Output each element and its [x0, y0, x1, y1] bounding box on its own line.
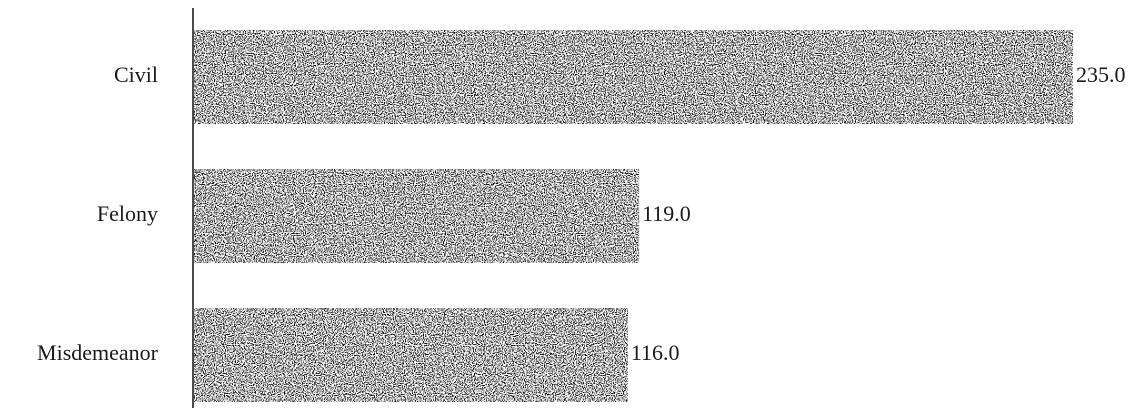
value-label-civil: 235.0 [1076, 62, 1126, 87]
category-label-misdemeanor: Misdemeanor [37, 340, 159, 365]
bar-misdemeanor [194, 308, 628, 402]
bars-layer [194, 30, 1073, 402]
bar-felony [194, 169, 640, 263]
bar-civil [194, 30, 1073, 124]
value-label-felony: 119.0 [642, 201, 691, 226]
labels-layer: Civil 235.0 Felony 119.0 Misdemeanor 116.0 [37, 62, 1125, 365]
value-label-misdemeanor: 116.0 [631, 340, 680, 365]
category-label-civil: Civil [114, 62, 158, 87]
category-label-felony: Felony [97, 201, 158, 226]
